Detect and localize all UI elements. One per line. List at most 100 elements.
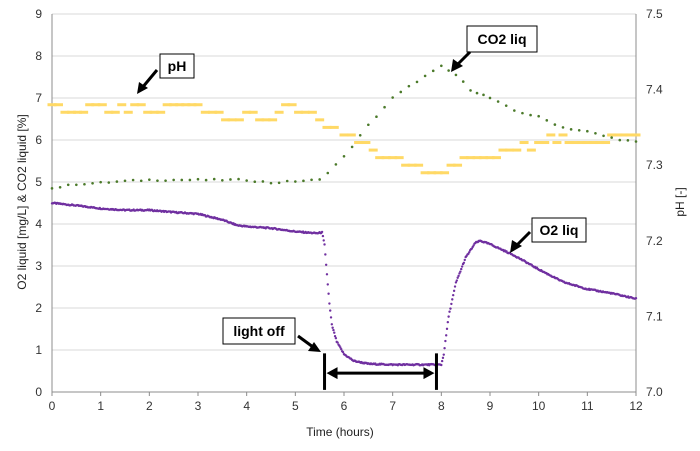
co2-point: [431, 69, 435, 73]
ph-point: [156, 110, 166, 114]
o2-point: [328, 302, 331, 305]
o2-point: [447, 315, 450, 318]
ph-point: [130, 103, 140, 107]
ph-point: [60, 110, 70, 114]
co2-point: [475, 91, 479, 95]
x-tick-label: 1: [97, 399, 104, 413]
co2-point: [618, 138, 622, 142]
annotation-o2-arrowhead: [510, 240, 522, 253]
o2-point: [460, 265, 464, 268]
o2-point: [441, 356, 445, 360]
ph-point: [315, 118, 325, 122]
ph-point: [546, 133, 556, 137]
y-right-tick-label: 7.1: [646, 309, 663, 323]
co2-point: [488, 96, 492, 100]
annotation-ph: pH: [137, 53, 195, 94]
ph-point: [261, 118, 271, 122]
co2-point: [375, 115, 378, 119]
co2-point: [139, 179, 143, 183]
co2-point: [594, 131, 597, 135]
ph-point: [104, 110, 114, 114]
ph-point: [479, 156, 489, 160]
co2-point: [537, 114, 540, 118]
ph-point: [519, 141, 529, 145]
ph-point: [79, 110, 89, 114]
x-axis-title: Time (hours): [306, 425, 374, 439]
ph-point: [466, 156, 476, 160]
co2-point: [294, 180, 297, 183]
ph-point: [187, 103, 197, 107]
ph-point: [433, 171, 443, 175]
o2-point: [332, 328, 335, 332]
o2-point: [462, 261, 466, 264]
co2-point: [553, 123, 557, 126]
o2-point: [463, 258, 466, 262]
co2-point: [245, 179, 248, 182]
ph-point: [504, 148, 514, 152]
ph-point: [117, 103, 127, 107]
o2-point: [446, 320, 450, 324]
o2-point: [440, 359, 444, 363]
o2-point: [458, 272, 461, 275]
ph-point: [485, 156, 495, 160]
ph-point: [193, 103, 203, 107]
o2-point: [323, 243, 326, 246]
y-left-tick-label: 8: [35, 49, 42, 63]
ph-point: [268, 118, 278, 122]
ph-point: [248, 110, 258, 114]
ph-point: [66, 110, 76, 114]
co2-point: [237, 177, 240, 181]
co2-point: [610, 136, 613, 139]
co2-point: [180, 178, 184, 182]
ph-point: [381, 156, 391, 160]
ph-point: [388, 156, 398, 160]
ph-point: [601, 141, 611, 145]
co2-point: [447, 69, 450, 72]
co2-point: [482, 93, 485, 97]
co2-point: [586, 129, 589, 133]
ph-point: [274, 110, 284, 114]
ph-point: [208, 110, 218, 114]
co2-point: [469, 89, 472, 92]
ph-point: [255, 118, 265, 122]
annotation-o2-arrow-shaft: [514, 230, 532, 248]
o2-point: [445, 327, 449, 331]
annotation-ph-arrowhead: [137, 82, 148, 94]
ph-point: [175, 103, 185, 107]
x-tick-label: 6: [341, 399, 348, 413]
ph-point: [307, 110, 317, 114]
o2-point: [460, 267, 463, 271]
ph-point: [401, 163, 411, 167]
co2-point: [577, 128, 581, 132]
y-right-tick-label: 7.0: [646, 385, 663, 399]
o2-point: [455, 279, 459, 282]
y-left-tick-label: 5: [35, 175, 42, 189]
x-tick-labels: 0 1 2 3 4 5 6 7 8 9 10 11 12: [49, 392, 643, 413]
ph-point: [85, 103, 95, 107]
ph-point: [73, 110, 83, 114]
ph-point: [221, 118, 231, 122]
annotation-o2: O2 liq: [510, 217, 587, 253]
ph-point: [375, 156, 385, 160]
ph-point: [136, 103, 146, 107]
co2-point: [415, 80, 419, 84]
o2-point: [324, 253, 327, 256]
annotation-co2-box: [466, 25, 538, 53]
annotation-co2-arrow-shaft: [455, 50, 472, 67]
ph-point: [294, 110, 304, 114]
co2-point: [229, 178, 232, 181]
y-right-axis-title: pH [-]: [673, 187, 687, 216]
o2-point: [454, 281, 458, 284]
y-left-tick-label: 2: [35, 301, 42, 315]
light-off-right-arrowhead: [423, 367, 435, 380]
ph-point: [181, 103, 191, 107]
co2-point: [326, 171, 330, 175]
y-left-axis-title: O2 liquid [mg/L] & CO2 liquid [%]: [15, 114, 29, 289]
ph-point: [214, 110, 224, 114]
o2-point: [448, 310, 451, 313]
y-left-tick-label: 3: [35, 259, 42, 273]
y-left-tick-labels: 0 1 2 3 4 5 6 7 8 9: [35, 7, 42, 399]
o2-point: [321, 234, 325, 238]
co2-point: [513, 109, 516, 112]
